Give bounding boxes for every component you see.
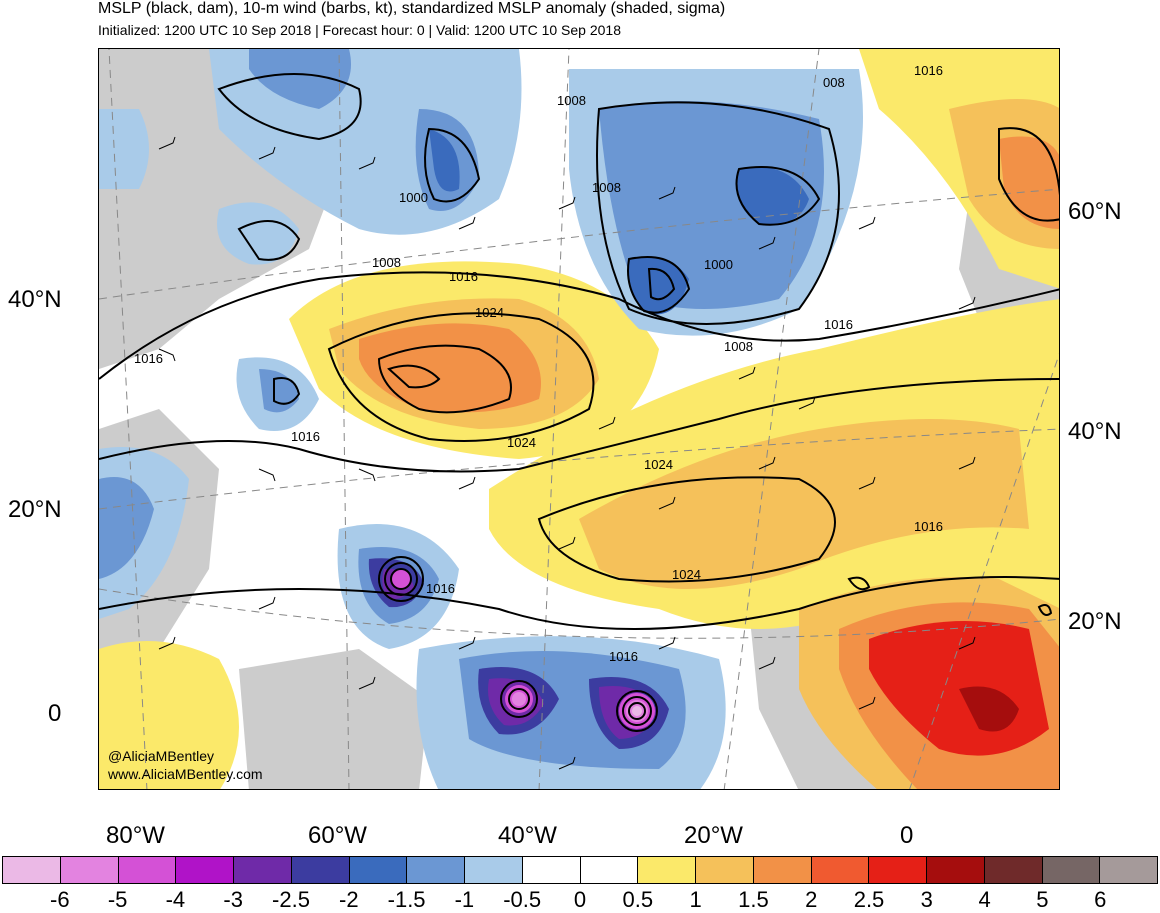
colorbar-box [1042, 857, 1101, 883]
colorbar-box [291, 857, 350, 883]
lat-label-right: 60°N [1068, 198, 1122, 225]
colorbar-box [984, 857, 1043, 883]
positive-anomaly-shading [99, 49, 1059, 789]
colorbar-labels: -6 -5 -4 -3 -2.5 -2 -1.5 -1 -0.5 0 0.5 1 1.5 2 2.5 3 4 5 6 [0, 887, 1160, 912]
lon-label: 60°W [308, 822, 367, 849]
lon-label: 80°W [106, 822, 165, 849]
isobar-label: 1016 [609, 649, 638, 664]
isobar-label: 1024 [644, 457, 673, 472]
isobar-label: 1024 [672, 567, 701, 582]
isobar-label: 1024 [507, 435, 536, 450]
negative-anomaly-shading [99, 49, 863, 789]
colorbar-box [638, 857, 696, 883]
isobar-label: 1016 [134, 351, 163, 366]
colorbar-box [580, 857, 639, 883]
colorbar-label: 2.5 [853, 887, 885, 912]
colorbar-box [927, 857, 985, 883]
lon-label: 20°W [684, 822, 743, 849]
lat-label-right: 40°N [1068, 418, 1122, 445]
credit-handle: @AliciaMBentley [108, 748, 215, 764]
lat-label-left: 40°N [8, 286, 62, 313]
isobar-label: 1016 [824, 317, 853, 332]
colorbar-label: 1.5 [738, 887, 769, 912]
colorbar-label: 4 [978, 887, 991, 912]
colorbar-box [118, 857, 177, 883]
colorbar-label: 2 [805, 887, 818, 912]
credit-url: www.AliciaMBentley.com [108, 766, 263, 782]
colorbar-label: 6 [1094, 887, 1107, 912]
map-subtitle: Initialized: 1200 UTC 10 Sep 2018 | Fore… [98, 22, 621, 38]
isobar-label: 008 [823, 75, 845, 90]
colorbar-box [407, 857, 465, 883]
colorbar-label: 0.5 [622, 887, 654, 912]
map-canvas: 1008 008 1016 1000 1008 1008 1016 1024 1… [99, 49, 1059, 789]
colorbar-box [465, 857, 523, 883]
colorbar-label: 1 [689, 887, 702, 912]
lat-label-right: 20°N [1068, 608, 1122, 635]
colorbar-box [349, 857, 408, 883]
colorbar-label: -0.5 [503, 887, 542, 912]
colorbar-label: -5 [107, 887, 128, 912]
isobar-label: 1016 [291, 429, 320, 444]
weather-map: 1008 008 1016 1000 1008 1008 1016 1024 1… [98, 48, 1060, 790]
colorbar-label: -2.5 [272, 887, 310, 912]
isobar-label: 1008 [724, 339, 753, 354]
isobar-label: 1016 [449, 269, 478, 284]
colorbar-box [234, 857, 292, 883]
colorbar-label: -6 [50, 887, 70, 912]
isobar-label: 1008 [557, 93, 586, 108]
isobar-labels: 1008 008 1016 1000 1008 1008 1016 1024 1… [134, 63, 943, 664]
colorbar-label: -1.5 [387, 887, 426, 912]
isobar-label: 1024 [475, 305, 504, 320]
colorbar-box [869, 857, 927, 883]
isobar-label: 1008 [372, 255, 401, 270]
colorbar-box [3, 857, 61, 883]
colorbar-label: -3 [223, 887, 243, 912]
isobar-label: 1008 [592, 180, 621, 195]
colorbar-box [176, 857, 234, 883]
colorbar-label: 5 [1036, 887, 1049, 912]
colorbar-box [60, 857, 119, 883]
colorbar-label: -2 [339, 887, 359, 912]
isobar-label: 1016 [914, 519, 943, 534]
isobar-label: 1016 [426, 581, 455, 596]
isobar-label: 1000 [399, 190, 428, 205]
isobars [99, 73, 1059, 732]
colorbar-box [811, 857, 870, 883]
lon-label: 40°W [498, 822, 557, 849]
colorbar-label: 3 [920, 887, 933, 912]
colorbar-box [1100, 857, 1157, 883]
lat-label-left: 0 [48, 700, 62, 727]
colorbar-box [753, 857, 812, 883]
colorbar-box [522, 857, 581, 883]
colorbar-label: 0 [573, 887, 587, 912]
map-title: MSLP (black, dam), 10-m wind (barbs, kt)… [98, 0, 726, 17]
colorbar-box [696, 857, 754, 883]
wind-barbs [158, 136, 976, 770]
isobar-label: 1016 [914, 63, 943, 78]
colorbar [2, 856, 1158, 884]
graticule [99, 49, 1059, 789]
colorbar-label: -4 [165, 887, 186, 912]
isobar-label: 1000 [704, 257, 733, 272]
colorbar-label: -1 [454, 887, 475, 912]
lat-label-left: 20°N [8, 496, 62, 523]
lon-label: 0 [900, 822, 914, 849]
